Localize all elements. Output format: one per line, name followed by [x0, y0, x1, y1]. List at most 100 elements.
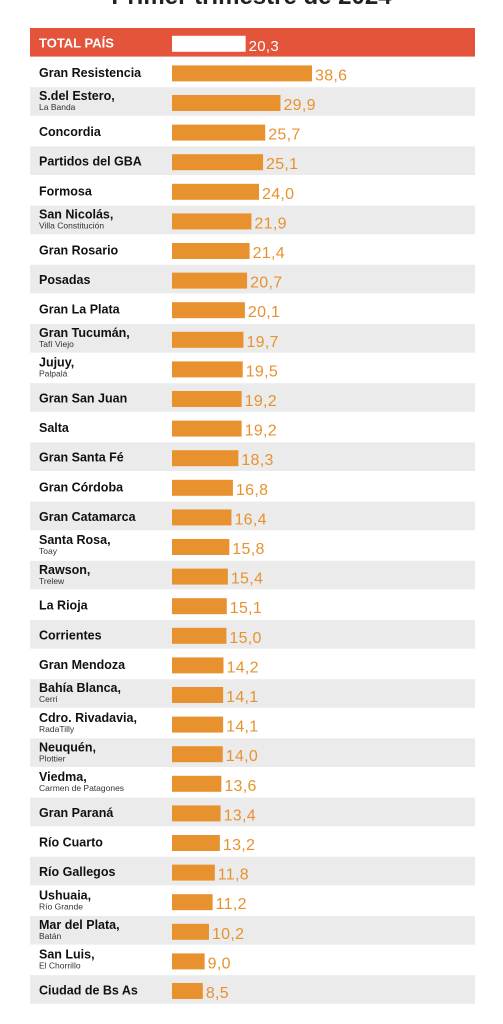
bar — [172, 243, 250, 259]
row-background — [30, 649, 475, 679]
row-background — [30, 916, 475, 945]
category-label: Ushuaia, — [39, 888, 91, 902]
bar — [172, 124, 266, 141]
row-background — [30, 501, 475, 531]
bar-value-label: 14,1 — [226, 689, 258, 706]
category-label: Formosa — [39, 184, 93, 198]
category-label: Gran Tucumán, — [39, 326, 130, 340]
bar — [172, 479, 233, 496]
row-background — [30, 827, 475, 856]
category-label: Gran Rosario — [39, 244, 119, 258]
category-sublabel: Batán — [39, 931, 61, 941]
category-label: Jujuy, — [39, 356, 74, 370]
total-value-label: 20,3 — [249, 38, 279, 55]
row-background — [30, 856, 475, 886]
category-label: Gran Catamarca — [39, 510, 137, 524]
category-sublabel: Cerri — [39, 694, 58, 704]
bar-value-label: 38,6 — [315, 67, 347, 84]
bar-value-label: 11,8 — [218, 867, 249, 884]
bar-value-label: 18,3 — [241, 452, 273, 469]
row-background — [30, 442, 475, 471]
bar — [172, 627, 227, 644]
bar-value-label: 13,4 — [224, 807, 256, 824]
bar-value-label: 21,9 — [254, 215, 286, 232]
bar — [172, 716, 224, 733]
bar — [172, 746, 223, 763]
bar-value-label: 15,1 — [230, 600, 262, 617]
bar — [172, 509, 232, 526]
bar — [172, 361, 243, 378]
total-row-background — [30, 28, 475, 57]
row-background — [30, 472, 475, 501]
category-label: Rawson, — [39, 563, 90, 577]
bar-value-label: 8,5 — [206, 985, 229, 1002]
row-background — [30, 205, 475, 235]
category-label: Neuquén, — [39, 740, 96, 754]
bar-value-label: 24,0 — [262, 186, 294, 203]
category-sublabel: Plottier — [39, 753, 66, 763]
bar — [172, 805, 221, 822]
bar-value-label: 13,6 — [224, 778, 256, 795]
bar-value-label: 10,2 — [212, 926, 244, 943]
category-label: Salta — [39, 421, 70, 435]
bar — [172, 923, 209, 940]
bar — [172, 598, 227, 615]
category-label: S.del Estero, — [39, 89, 115, 103]
row-background — [30, 412, 475, 442]
bar-value-label: 14,1 — [226, 719, 258, 736]
category-label: San Nicolás, — [39, 208, 113, 222]
category-label: Gran La Plata — [39, 303, 121, 317]
bar — [172, 95, 281, 111]
bar-value-label: 11,2 — [216, 896, 247, 913]
category-sublabel: Tafí Viejo — [39, 339, 74, 349]
chart-title: Primer trimestre de 2024 — [0, 0, 503, 11]
bar-chart: TOTAL PAÍS 20,3 Gran Resistencia 38,6 S.del … — [30, 28, 475, 1004]
row-background — [30, 324, 475, 353]
bar — [172, 420, 242, 437]
row-background — [30, 620, 475, 649]
category-label: Partidos del GBA — [39, 155, 142, 169]
bar-value-label: 19,7 — [246, 334, 278, 351]
row-background — [30, 383, 475, 412]
bar — [172, 983, 203, 999]
bar-value-label: 9,0 — [208, 955, 231, 972]
row-background — [30, 560, 475, 590]
bar-value-label: 29,9 — [283, 97, 315, 114]
row-background — [30, 708, 475, 738]
category-label: Corrientes — [39, 628, 102, 642]
category-label: Gran Paraná — [39, 806, 113, 820]
bar-value-label: 19,2 — [245, 393, 277, 410]
row-background — [30, 886, 475, 915]
bar-value-label: 14,2 — [227, 659, 259, 676]
bar-value-label: 15,4 — [231, 571, 263, 588]
bar-value-label: 19,5 — [246, 363, 278, 380]
category-sublabel: La Banda — [39, 102, 76, 112]
bar-value-label: 21,4 — [253, 245, 285, 262]
category-sublabel: El Chorrillo — [39, 961, 81, 971]
category-sublabel: Carmen de Patagones — [39, 783, 124, 793]
bar-value-label: 13,2 — [223, 837, 255, 854]
category-label: Santa Rosa, — [39, 533, 111, 547]
category-label: Río Gallegos — [39, 865, 115, 879]
bar-value-label: 20,1 — [248, 304, 280, 321]
category-label: Viedma, — [39, 770, 87, 784]
bar — [172, 302, 245, 319]
total-label: TOTAL PAÍS — [39, 35, 114, 50]
bar — [172, 183, 260, 200]
row-background — [30, 235, 475, 264]
bar-value-label: 16,8 — [236, 482, 268, 499]
category-label: Gran Córdoba — [39, 480, 124, 494]
category-sublabel: Toay — [39, 546, 58, 556]
category-label: Posadas — [39, 273, 90, 287]
bar — [172, 450, 239, 467]
row-background — [30, 531, 475, 560]
category-label: Gran Resistencia — [39, 66, 142, 80]
category-label: San Luis, — [39, 948, 95, 962]
bar — [172, 864, 215, 881]
bar-value-label: 16,4 — [234, 511, 266, 528]
bar — [172, 272, 248, 289]
bar-value-label: 19,2 — [245, 423, 277, 440]
row-background — [30, 353, 475, 383]
bar — [172, 391, 242, 407]
row-background — [30, 679, 475, 708]
